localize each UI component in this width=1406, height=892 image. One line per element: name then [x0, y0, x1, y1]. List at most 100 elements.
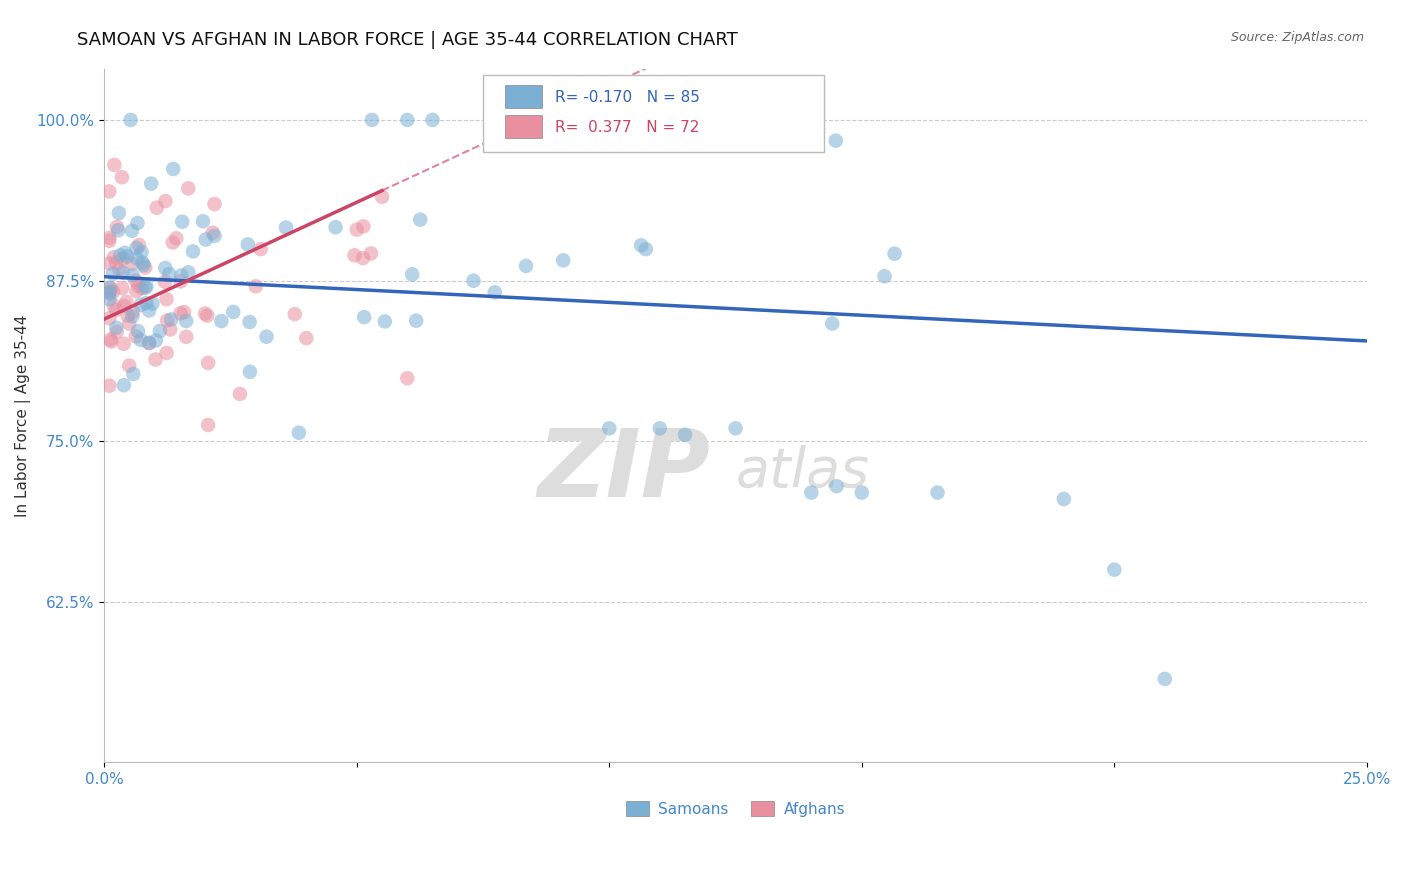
Afghans — [98, 285, 121, 300]
Samoans — [107, 223, 129, 237]
Afghans — [128, 238, 150, 252]
Samoans — [598, 421, 620, 435]
Text: atlas: atlas — [735, 444, 869, 498]
Afghans — [125, 329, 148, 343]
Afghans — [98, 311, 121, 326]
Samoans — [120, 112, 142, 127]
Afghans — [108, 263, 131, 277]
Afghans — [173, 305, 195, 319]
Samoans — [131, 244, 153, 259]
Afghans — [155, 292, 177, 306]
Samoans — [98, 286, 121, 301]
Samoans — [484, 285, 506, 300]
Afghans — [346, 222, 368, 236]
Samoans — [396, 112, 419, 127]
Afghans — [174, 330, 197, 344]
Afghans — [156, 346, 179, 360]
Samoans — [138, 303, 160, 318]
Samoans — [115, 250, 138, 264]
Samoans — [927, 485, 949, 500]
Samoans — [274, 220, 297, 235]
Afghans — [195, 309, 218, 323]
Afghans — [101, 285, 124, 299]
Samoans — [112, 378, 135, 392]
Text: R= -0.170   N = 85: R= -0.170 N = 85 — [555, 90, 700, 105]
Samoans — [405, 314, 427, 328]
Samoans — [515, 259, 537, 273]
Bar — [505, 115, 543, 138]
Bar — [505, 85, 543, 108]
Afghans — [396, 371, 419, 385]
Samoans — [170, 268, 193, 283]
Afghans — [177, 181, 200, 195]
Afghans — [98, 185, 121, 199]
Afghans — [117, 309, 139, 323]
Samoans — [673, 427, 696, 442]
Afghans — [127, 278, 149, 293]
Afghans — [125, 284, 148, 298]
Afghans — [100, 333, 122, 347]
Afghans — [204, 197, 226, 211]
Text: R=  0.377   N = 72: R= 0.377 N = 72 — [555, 120, 699, 135]
Samoans — [145, 334, 167, 348]
Afghans — [156, 313, 179, 327]
Afghans — [103, 250, 125, 264]
Samoans — [129, 333, 152, 347]
Afghans — [371, 190, 394, 204]
Samoans — [149, 324, 172, 338]
Samoans — [422, 112, 444, 127]
Samoans — [1053, 491, 1076, 506]
Afghans — [105, 325, 128, 339]
Samoans — [98, 280, 121, 294]
Samoans — [177, 265, 200, 279]
Samoans — [131, 255, 153, 269]
Samoans — [204, 228, 226, 243]
Afghans — [131, 281, 153, 295]
Samoans — [1104, 563, 1126, 577]
Afghans — [124, 273, 146, 287]
Samoans — [194, 233, 217, 247]
Samoans — [374, 314, 396, 328]
Text: SAMOAN VS AFGHAN IN LABOR FORCE | AGE 35-44 CORRELATION CHART: SAMOAN VS AFGHAN IN LABOR FORCE | AGE 35… — [77, 31, 738, 49]
Legend: Samoans, Afghans: Samoans, Afghans — [619, 793, 852, 824]
Samoans — [463, 274, 485, 288]
Afghans — [170, 274, 193, 288]
Afghans — [103, 158, 125, 172]
Text: Source: ZipAtlas.com: Source: ZipAtlas.com — [1230, 31, 1364, 45]
Samoans — [172, 215, 194, 229]
Afghans — [98, 256, 121, 270]
Samoans — [800, 485, 823, 500]
Samoans — [129, 298, 152, 312]
Afghans — [112, 299, 135, 313]
Afghans — [138, 336, 160, 351]
Afghans — [105, 302, 128, 317]
Samoans — [239, 365, 262, 379]
Samoans — [105, 320, 128, 334]
Samoans — [127, 324, 149, 338]
Samoans — [121, 268, 143, 283]
Afghans — [352, 219, 374, 234]
Afghans — [169, 306, 191, 320]
Samoans — [361, 112, 384, 127]
Samoans — [353, 310, 375, 324]
Afghans — [112, 252, 135, 266]
Afghans — [98, 234, 121, 248]
Samoans — [121, 310, 143, 324]
Samoans — [288, 425, 311, 440]
Samoans — [648, 421, 671, 435]
Samoans — [409, 212, 432, 227]
Samoans — [101, 267, 124, 281]
Samoans — [239, 315, 262, 329]
Afghans — [134, 260, 156, 275]
Afghans — [159, 322, 181, 336]
Samoans — [134, 281, 156, 295]
Afghans — [112, 336, 135, 351]
Samoans — [821, 317, 844, 331]
Afghans — [100, 334, 122, 349]
Afghans — [245, 279, 267, 293]
Samoans — [125, 241, 148, 255]
Samoans — [155, 260, 177, 275]
Afghans — [360, 246, 382, 260]
Samoans — [851, 485, 873, 500]
Samoans — [162, 161, 184, 176]
